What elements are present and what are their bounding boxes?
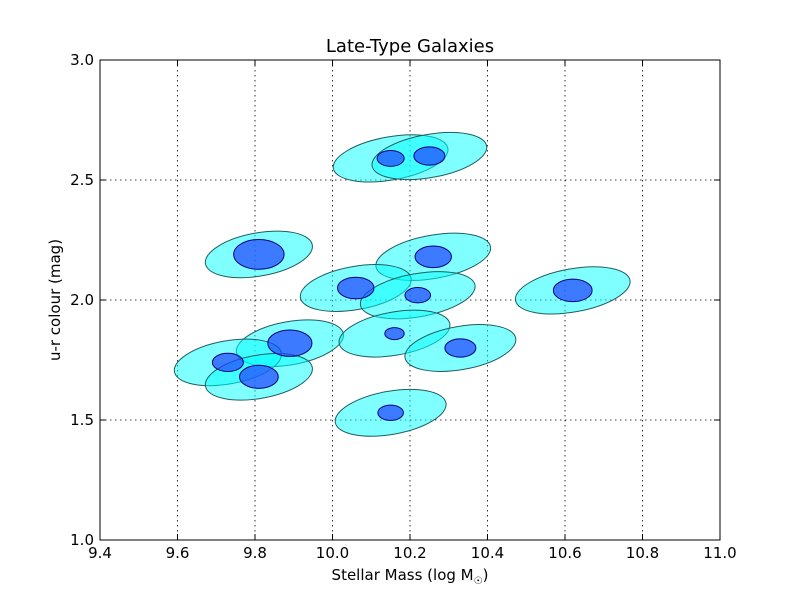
inner-ellipse-5 (404, 287, 432, 304)
axis-ticks (99, 59, 721, 541)
x-tick-label: 10.4 (471, 544, 504, 562)
x-tick-label: 9.4 (88, 544, 112, 562)
x-tick-label: 10.0 (316, 544, 349, 562)
tick-labels: 9.4 9.6 9.8 10.0 10.2 10.4 10.6 10.8 11.0 1.0 1.5 2… (70, 51, 737, 562)
x-axis-title: Stellar Mass (log M☉) (332, 566, 489, 587)
y-tick-label: 3.0 (70, 51, 94, 69)
x-tick-label: 10.2 (393, 544, 426, 562)
x-axis-title-close: ) (483, 566, 489, 584)
inner-ellipse-9 (444, 338, 477, 358)
inner-ellipse-12 (377, 404, 404, 421)
x-axis-title-main: Stellar Mass (log M (332, 566, 474, 584)
y-tick-label: 1.5 (70, 411, 94, 429)
inner-ellipse-1 (413, 146, 446, 166)
x-tick-label: 9.8 (243, 544, 267, 562)
x-tick-label: 9.6 (166, 544, 190, 562)
data-ellipses (173, 131, 631, 437)
inner-ellipse-7 (267, 329, 313, 357)
y-tick-label: 2.0 (70, 291, 94, 309)
inner-ellipse-3 (414, 245, 452, 269)
inner-ellipse-8 (384, 327, 405, 341)
x-tick-label: 10.8 (626, 544, 659, 562)
inner-ellipse-2 (233, 239, 285, 270)
x-axis-title-subscript: ☉ (474, 576, 483, 587)
x-tick-label: 11.0 (703, 544, 736, 562)
inner-ellipse-11 (239, 364, 279, 389)
inner-ellipse-4 (337, 276, 375, 300)
y-axis-title: u-r colour (mag) (46, 239, 64, 361)
x-tick-label: 10.6 (548, 544, 581, 562)
inner-ellipse-6 (552, 278, 593, 303)
inner-ellipse-0 (376, 149, 405, 167)
y-tick-label: 1.0 (70, 531, 94, 549)
chart-title: Late-Type Galaxies (326, 36, 494, 57)
inner-ellipse-10 (211, 352, 244, 373)
y-tick-label: 2.5 (70, 171, 94, 189)
